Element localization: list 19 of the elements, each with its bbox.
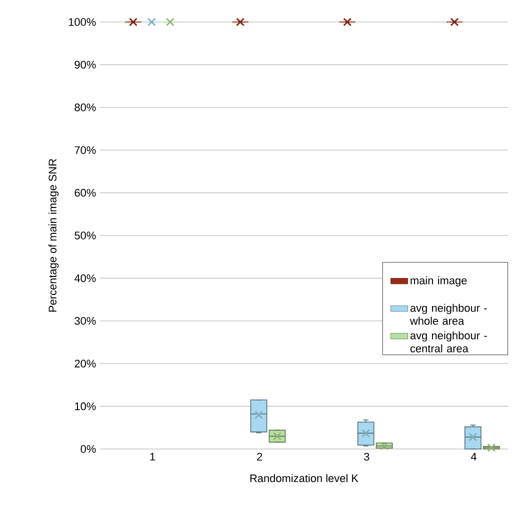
y-tick-label: 20% (74, 360, 96, 368)
y-tick-label: 10% (75, 402, 96, 410)
x-tick-label: 1 (150, 452, 155, 460)
y-tick-label: 0% (80, 445, 96, 453)
x-axis-title: Randomization level K (250, 474, 358, 482)
y-axis-title: Percentage of main image SNR (48, 158, 59, 312)
y-tick-label: 30% (74, 317, 96, 325)
y-tick-label: 60% (74, 188, 96, 197)
y-tick-label: 100% (68, 18, 96, 26)
y-tick-label: 90% (74, 60, 96, 69)
x-tick-label: 2 (257, 452, 262, 461)
x-tick-label: 4 (470, 452, 476, 460)
y-tick-label: 40% (74, 274, 96, 282)
x-tick-label: 3 (364, 452, 370, 461)
legend-label: avg neighbour - central area (410, 331, 487, 352)
legend-label: main image (410, 276, 467, 286)
y-tick-label: 50% (74, 232, 96, 240)
y-tick-label: 80% (74, 104, 96, 112)
y-tick-label: 70% (74, 146, 96, 154)
